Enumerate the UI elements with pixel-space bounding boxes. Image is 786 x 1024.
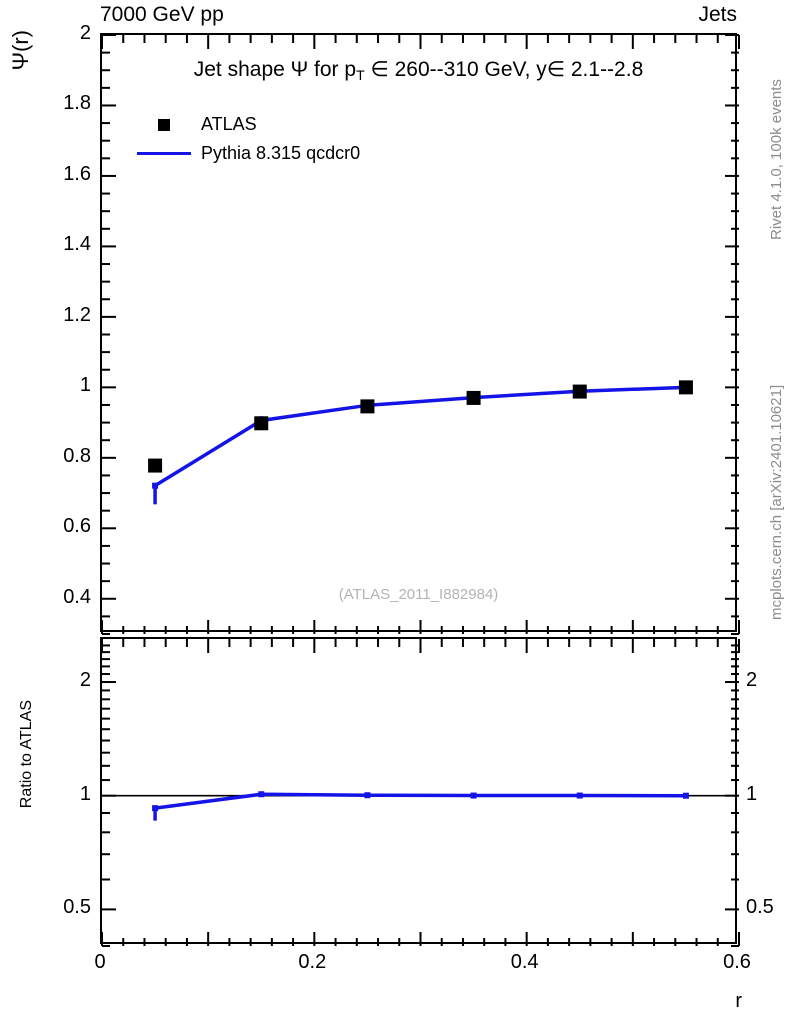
main-plot-canvas xyxy=(101,34,740,635)
main-plot-panel xyxy=(100,33,740,635)
main-y-tick-0.8: 0.8 xyxy=(63,444,91,467)
ratio-y-tick-left-0.5: 0.5 xyxy=(63,896,91,919)
main-y-tick-1.2: 1.2 xyxy=(63,303,91,326)
legend-label-atlas: ATLAS xyxy=(201,114,257,134)
legend-square-marker-icon xyxy=(127,118,201,131)
ratio-plot-panel xyxy=(100,637,740,947)
plot-title-post: ∈ 260--310 GeV, y∈ 2.1--2.8 xyxy=(364,58,644,81)
legend-line-marker-icon xyxy=(127,152,201,155)
mcplots-source-caption: mcplots.cern.ch [arXiv:2401.10621] xyxy=(768,384,785,620)
x-tick-0.2: 0.2 xyxy=(298,951,327,973)
main-y-tick-0.4: 0.4 xyxy=(63,585,91,608)
plot-title-pre: Jet shape Ψ for p xyxy=(193,58,357,81)
x-tick-0.6: 0.6 xyxy=(723,951,751,973)
rivet-version-caption: Rivet 4.1.0, 100k events xyxy=(768,79,785,240)
x-axis-title: r xyxy=(735,990,742,1012)
ratio-y-tick-right-2: 2 xyxy=(746,669,758,692)
main-y-tick-1.6: 1.6 xyxy=(63,162,91,185)
ratio-y-tick-right-1: 1 xyxy=(746,782,758,805)
ratio-y-tick-left-1: 1 xyxy=(79,782,91,805)
legend-entry-pythia: Pythia 8.315 qcdcr0 xyxy=(127,139,360,168)
main-y-tick-1: 1 xyxy=(79,374,91,397)
main-y-tick-0.6: 0.6 xyxy=(63,515,91,538)
x-tick-0.4: 0.4 xyxy=(510,951,539,973)
legend-entry-atlas: ATLAS xyxy=(127,110,360,139)
legend-label-pythia: Pythia 8.315 qcdcr0 xyxy=(201,143,361,163)
plot-title: Jet shape Ψ for pT ∈ 260--310 GeV, y∈ 2.… xyxy=(100,57,737,83)
ratio-plot-canvas xyxy=(101,639,740,947)
main-y-axis-title: Ψ(r) xyxy=(8,30,33,71)
beam-energy-label: 7000 GeV pp xyxy=(100,3,224,26)
ratio-y-tick-left-2: 2 xyxy=(79,669,91,692)
main-y-tick-1.4: 1.4 xyxy=(63,233,91,256)
ratio-y-tick-right-0.5: 0.5 xyxy=(746,896,774,919)
analysis-id-watermark: (ATLAS_2011_I882984) xyxy=(338,586,499,603)
analysis-category-label: Jets xyxy=(698,3,737,26)
legend: ATLAS Pythia 8.315 qcdcr0 xyxy=(127,110,360,168)
main-y-tick-1.8: 1.8 xyxy=(63,92,91,115)
x-tick-0: 0 xyxy=(94,951,106,973)
plot-title-subscript: T xyxy=(356,67,365,83)
main-y-tick-2: 2 xyxy=(79,22,91,44)
ratio-y-axis-title: Ratio to ATLAS xyxy=(18,700,35,809)
